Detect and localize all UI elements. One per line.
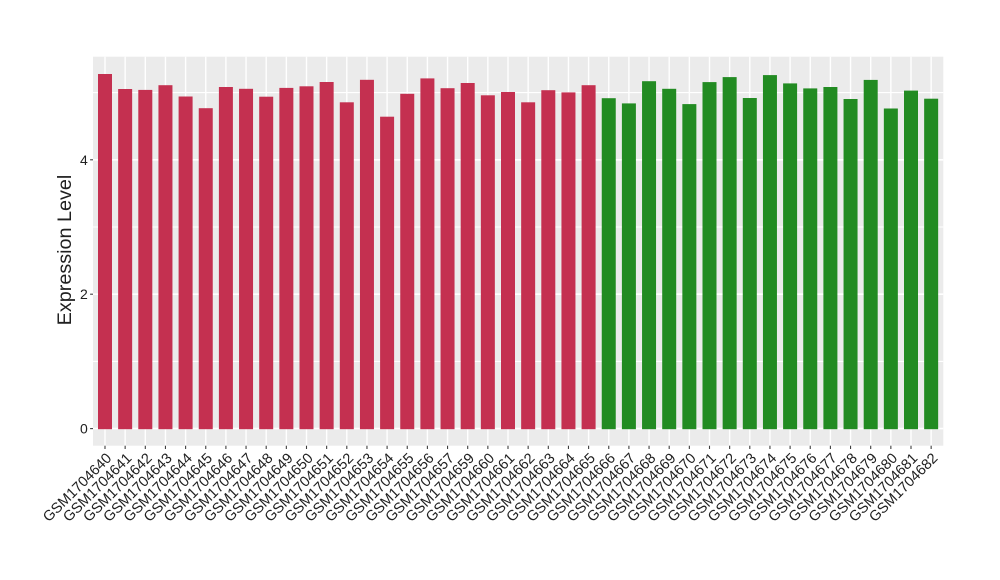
svg-text:2: 2 <box>80 286 88 302</box>
svg-text:4: 4 <box>80 152 88 168</box>
svg-text:0: 0 <box>80 421 88 437</box>
svg-text:Expression Level: Expression Level <box>54 175 76 326</box>
